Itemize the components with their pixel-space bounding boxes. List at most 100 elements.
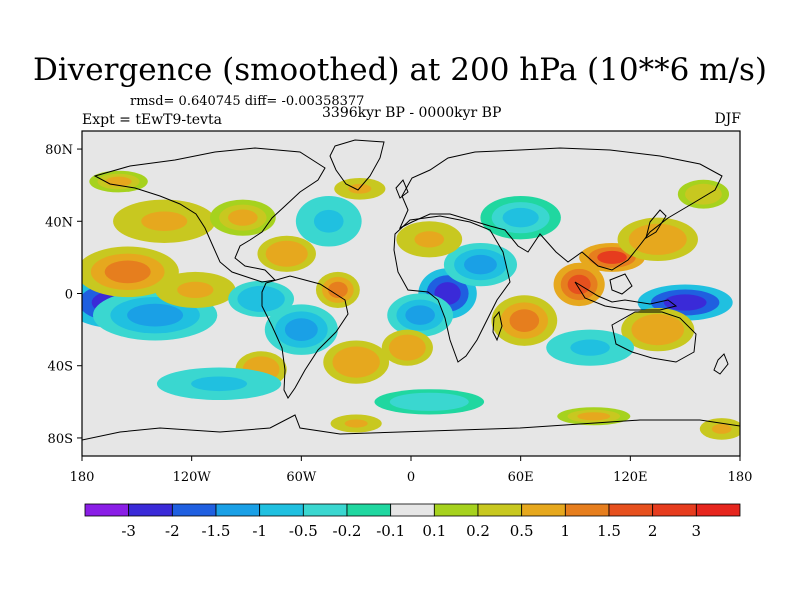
anomaly-19 [396,221,463,258]
y-tick-label: 40S [48,360,73,375]
anomaly-25 [617,217,698,261]
colorbar-label: 2 [648,522,658,540]
anomaly-contour [191,376,248,392]
anomaly-2 [82,246,179,298]
anomaly-7 [228,280,295,317]
anomaly-contour [177,281,214,299]
x-tick-label: 60E [508,470,534,485]
anomaly-contour [127,303,184,327]
colorbar-swatch [259,503,304,517]
anomaly-contour [328,281,348,299]
y-axis: 80N 40N 0 40S 80S [45,143,82,447]
colorbar-label: -1 [252,522,267,540]
coastline-north-america [93,147,326,283]
colorbar-swatch [390,503,435,517]
anomaly-21 [491,295,558,346]
colorbar-label: -3 [121,522,136,540]
anomaly-contour [711,424,732,434]
anomaly-contour [284,318,318,341]
anomaly-10 [323,340,390,384]
x-tick-label: 0 [407,470,415,485]
x-axis: 180 120W 60W 0 60E 120E 180 [70,456,753,485]
period-label: 3396kyr BP - 0000kyr BP [322,105,502,121]
experiment-label: Expt = tEwT9-tevta [82,112,222,128]
colorbar-label: -0.2 [333,522,362,540]
anomaly-contour [404,396,454,408]
divergence-field [82,170,740,440]
colorbar-label: 1.5 [597,522,621,540]
coastline-australia [611,311,697,363]
colorbar-swatch [608,503,654,517]
x-tick-label: 120E [613,470,647,485]
anomaly-14 [209,199,276,236]
anomaly-28 [480,196,561,240]
anomaly-contour [313,209,344,233]
anomaly-contour [141,211,188,232]
anomaly-contour [663,294,707,311]
colorbar-swatch [346,503,392,517]
anomaly-contour [273,245,300,262]
anomaly-17 [387,293,454,337]
coastline-indonesia [574,281,678,311]
colorbar-label: 3 [692,522,702,540]
anomaly-12 [156,367,282,401]
colorbar-swatch [695,503,741,517]
anomaly-20 [381,329,433,366]
anomaly-9 [315,271,360,308]
chart-title: Divergence (smoothed) at 200 hPa (10**6 … [33,52,767,88]
coastline-japan [645,209,667,240]
x-tick-label: 60W [286,470,317,485]
coastline-south-america [261,275,349,399]
colorbar-swatch [433,503,479,517]
anomaly-contour [348,183,372,194]
coastlines [82,139,740,441]
x-tick-label: 120W [173,470,212,485]
colorbar-label: 0.5 [510,522,534,540]
coastline-eurasia [398,147,723,271]
coastline-antarctica [82,414,740,441]
colorbar-swatch [128,503,173,517]
coastline-uk [395,179,409,199]
anomaly-33 [374,389,485,415]
anomaly-27 [546,329,634,366]
anomaly-contour [464,254,497,275]
anomaly-contour [509,309,540,332]
colorbar-label: 1 [561,522,571,540]
season-label: DJF [714,111,741,127]
anomaly-contour [570,339,610,356]
coastline-new-zealand [713,353,729,375]
anomaly-29 [677,179,730,209]
colorbar-swatch [477,503,523,517]
anomaly-6 [264,304,338,355]
colorbar-label: -2 [165,522,180,540]
colorbar-label: 0.1 [422,522,446,540]
anomaly-32 [699,418,740,440]
colorbar-swatch [564,503,610,517]
coastline-borneo [609,273,633,295]
anomaly-contour [597,250,627,264]
colorbar-label: -1.5 [202,522,231,540]
x-tick-label: 180 [728,470,753,485]
colorbar-swatch [215,503,261,517]
colorbar: -3 -2 -1.5 -1 -0.5 -0.2 -0.1 0.1 0.2 0.5 1 1.5 2 3 [84,503,741,540]
anomaly-26 [621,307,695,352]
coastline-greenland [329,139,385,191]
map-area [82,131,740,456]
anomaly-31 [557,407,631,426]
y-tick-label: 80S [48,432,73,447]
anomaly-13 [295,196,362,247]
rmsd-diff-label: rmsd= 0.640745 diff= -0.00358377 [130,94,365,109]
anomaly-4 [113,199,216,243]
colorbar-swatch [171,503,217,517]
anomaly-8 [257,235,316,272]
y-tick-label: 40N [45,215,73,230]
anomaly-contour [414,231,445,248]
anomaly-contour [246,290,276,308]
anomaly-5 [89,170,148,193]
anomaly-contour [228,209,258,226]
colorbar-swatch [84,503,130,517]
anomaly-contour [341,352,371,372]
anomaly-3 [155,271,236,308]
anomaly-contour [344,419,368,428]
